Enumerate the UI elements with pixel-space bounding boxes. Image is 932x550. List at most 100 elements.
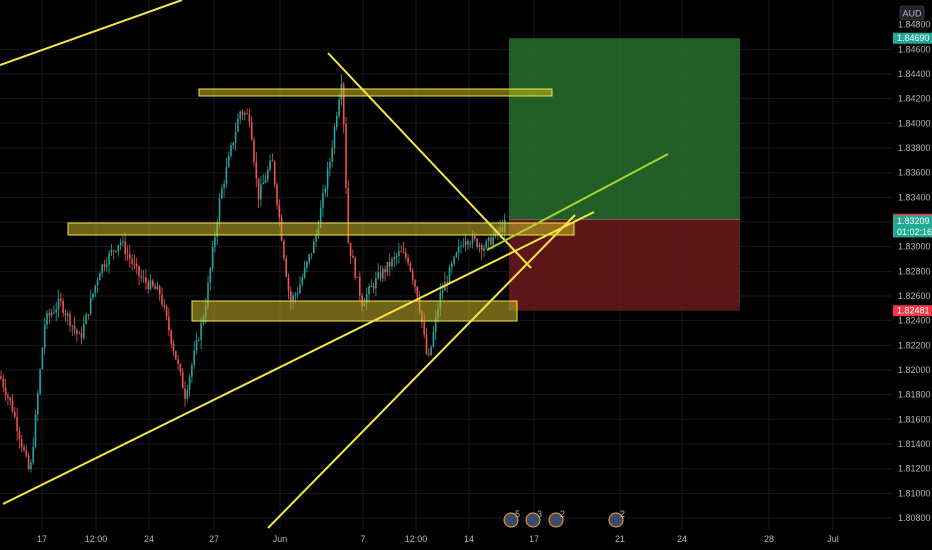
candle-body: [161, 294, 163, 305]
candle-body: [347, 187, 350, 243]
candle-body: [269, 160, 271, 170]
candle-body: [89, 297, 92, 315]
candle-body: [124, 241, 126, 255]
candle-body: [308, 254, 310, 262]
candle-body: [285, 258, 287, 277]
candle-body: [103, 264, 106, 267]
candle-body: [170, 330, 172, 344]
candle-body: [140, 276, 143, 278]
candle-body: [230, 145, 232, 156]
event-badge-count: 3: [537, 509, 542, 519]
candle-body: [27, 455, 30, 470]
candle-body: [78, 333, 80, 335]
candle-body: [214, 236, 216, 247]
candles: [0, 74, 506, 473]
candle-body: [147, 282, 149, 290]
candle-body: [237, 118, 239, 132]
event-badge-icon: [525, 512, 541, 528]
price-tick-label: 1.82000: [898, 365, 931, 375]
candle-body: [119, 242, 122, 246]
candle-body: [359, 276, 361, 296]
candle-body: [241, 111, 244, 115]
target-zone: [509, 38, 740, 220]
candle-body: [434, 317, 437, 332]
candle-body: [232, 142, 235, 146]
candle-body: [39, 369, 41, 394]
price-tick-label: 1.84400: [898, 69, 931, 79]
time-tick-label: 27: [209, 534, 219, 544]
candle-body: [87, 314, 90, 316]
candle-body: [276, 184, 278, 205]
candle-body: [209, 268, 212, 283]
candle-body: [66, 313, 69, 316]
candle-body: [451, 263, 453, 268]
candle-body: [106, 264, 108, 267]
candle-body: [23, 447, 25, 451]
candle-body: [324, 188, 327, 193]
candle-body: [34, 414, 37, 447]
event-badges[interactable]: 5 3 2 2: [503, 509, 625, 528]
candle-body: [156, 286, 159, 290]
price-tag-countdown: 01:02:16: [897, 227, 932, 237]
candle-body: [172, 343, 175, 351]
rising-trendline: [2, 211, 595, 505]
candle-body: [2, 378, 5, 388]
candle-body: [69, 313, 71, 327]
event-badge: 2: [608, 509, 625, 528]
candle-body: [483, 247, 485, 251]
candle-body: [331, 148, 333, 162]
price-tick-label: 1.83800: [898, 143, 931, 153]
time-tick-label: 14: [464, 534, 474, 544]
candle-body: [168, 316, 170, 331]
candle-body: [278, 204, 281, 218]
candle-body: [163, 304, 166, 307]
candle-body: [207, 282, 209, 307]
price-tick-label: 1.83000: [898, 242, 931, 252]
candle-body: [345, 123, 347, 188]
candle-body: [430, 346, 432, 355]
price-tick-label: 1.82200: [898, 340, 931, 350]
candle-body: [142, 277, 145, 279]
candle-body: [20, 439, 23, 448]
price-tick-label: 1.82800: [898, 266, 931, 276]
candle-body: [365, 294, 368, 303]
candle-body: [338, 99, 340, 116]
candle-body: [55, 309, 57, 313]
price-tag-label: 1.82481: [897, 306, 930, 316]
event-badge: 3: [525, 509, 542, 528]
candle-body: [462, 245, 465, 247]
candle-body: [200, 322, 202, 340]
candle-body: [255, 161, 258, 179]
candle-body: [354, 257, 356, 278]
candle-body: [191, 364, 193, 377]
projection-line: [486, 153, 669, 251]
candle-body: [377, 272, 379, 278]
candle-body: [480, 245, 483, 251]
price-tag-label: 1.84690: [897, 33, 930, 43]
price-tick-label: 1.83600: [898, 168, 931, 178]
candle-body: [188, 376, 191, 390]
candle-body: [294, 294, 297, 296]
price-axis[interactable]: 1.80800 1.81000 1.81200 1.81400 1.81600 1.818…: [898, 20, 931, 523]
support-zone: [191, 300, 518, 322]
candle-body: [326, 168, 329, 189]
candle-body: [175, 350, 177, 360]
candle-body: [411, 270, 414, 281]
time-axis[interactable]: 17 12:00 24 27 Jun 7 12:00 14 17 21 24 28 Jul: [37, 534, 839, 544]
price-tag-bg: [893, 215, 932, 238]
candle-body: [225, 166, 228, 184]
candle-body: [14, 411, 16, 417]
time-tick-label: 17: [529, 534, 539, 544]
candle-body: [108, 253, 110, 265]
time-tick-label: 12:00: [85, 534, 108, 544]
candle-body: [398, 251, 400, 256]
candle-body: [101, 264, 103, 274]
event-badge-icon: [608, 512, 624, 528]
candle-body: [149, 280, 152, 290]
currency-label[interactable]: AUD: [899, 5, 925, 21]
candle-body: [368, 286, 370, 295]
position-zones: [509, 38, 740, 311]
candle-body: [112, 250, 115, 252]
candle-body: [423, 322, 425, 335]
